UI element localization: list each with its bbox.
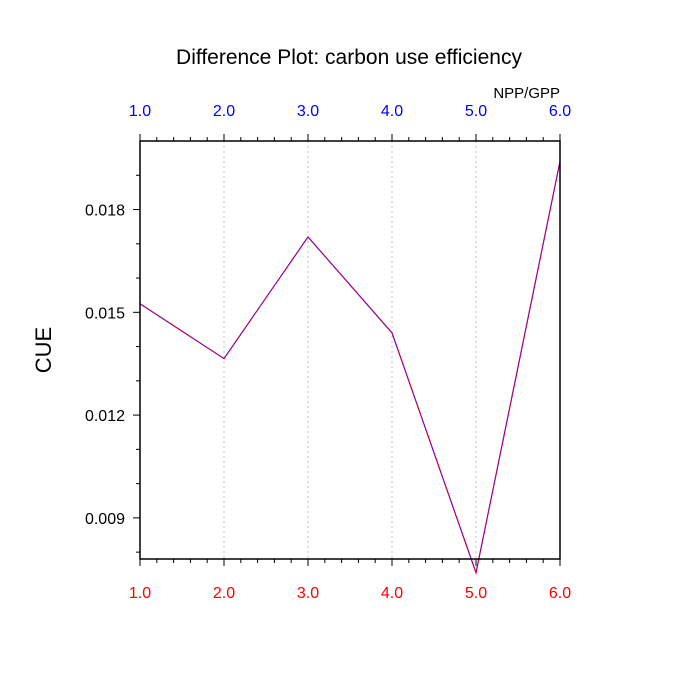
y-tick-label: 0.018 (85, 203, 125, 220)
top-x-tick-label: 5.0 (465, 103, 487, 120)
top-x-tick-label: 3.0 (297, 103, 319, 120)
x-tick-label: 5.0 (465, 585, 487, 602)
x-tick-label: 4.0 (381, 585, 403, 602)
series-line-dash (139, 161, 561, 575)
x-tick-label: 3.0 (297, 585, 319, 602)
top-x-tick-label: 4.0 (381, 103, 403, 120)
y-tick-label: 0.012 (85, 408, 125, 425)
y-tick-label: 0.009 (85, 511, 125, 528)
top-x-tick-label: 6.0 (549, 103, 571, 120)
x-tick-label: 6.0 (549, 585, 571, 602)
top-x-tick-label: 1.0 (129, 103, 151, 120)
chart-title: Difference Plot: carbon use efficiency (176, 46, 522, 69)
x-tick-label: 2.0 (213, 585, 235, 602)
plot-frame (139, 140, 561, 560)
x-tick-label: 1.0 (129, 585, 151, 602)
y-tick-label: 0.015 (85, 305, 125, 322)
series-layer (139, 161, 561, 575)
grid-lines (223, 141, 477, 559)
axes: 1.0 1.0 2.0 2.0 3.0 3.0 4.0 4.0 5.0 5.0 6.0 6.0 0.00… (85, 103, 571, 602)
series-line (139, 161, 561, 575)
top-x-tick-label: 2.0 (213, 103, 235, 120)
y-axis-label: CUE (31, 327, 56, 373)
top-axis-annotation: NPP/GPP (493, 85, 560, 102)
